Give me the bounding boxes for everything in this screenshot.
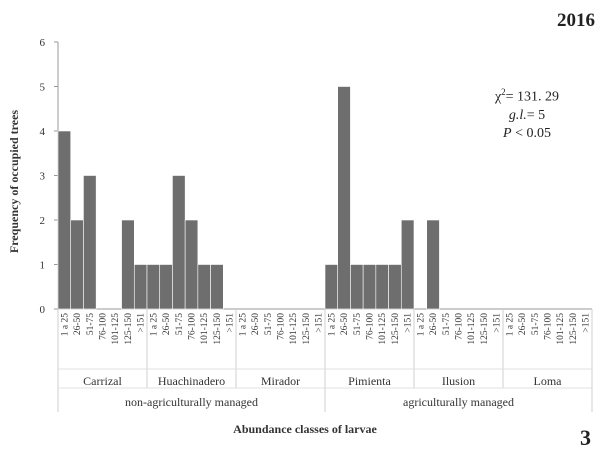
x-class-label: 76-100: [188, 313, 198, 340]
chi-superscript: 2: [501, 87, 506, 97]
x-class-label: 1 a 25: [60, 313, 70, 336]
y-tick-label: 5: [40, 82, 46, 94]
x-class-label: 125-150: [302, 313, 312, 345]
x-class-label: 76-100: [99, 313, 109, 340]
x-class-label: 1 a 25: [505, 313, 515, 336]
x-class-label: 26-50: [73, 313, 83, 335]
site-label: Mirador: [261, 374, 300, 388]
p-label: P: [503, 125, 512, 141]
x-class-label: 26-50: [429, 313, 439, 335]
x-class-label: 51-75: [442, 313, 452, 335]
y-tick-label: 1: [40, 260, 46, 272]
bar-huachinadero-4: [197, 264, 211, 310]
y-tick-label: 2: [40, 215, 46, 227]
x-class-label: 125-150: [569, 313, 579, 345]
x-class-label: 125-150: [391, 313, 401, 345]
x-class-label: 51-75: [531, 313, 541, 335]
bar-huachinadero-5: [210, 264, 224, 310]
x-class-label: 51-75: [264, 313, 274, 335]
x-class-label: 76-100: [366, 313, 376, 340]
year-label: 2016: [557, 10, 595, 31]
x-class-label: >151: [493, 313, 503, 333]
x-class-label: 125-150: [480, 313, 490, 345]
bar-huachinadero-2: [172, 175, 186, 310]
x-class-label: 26-50: [251, 313, 261, 335]
bar-huachinadero-0: [146, 264, 161, 310]
site-label: Loma: [534, 374, 563, 388]
site-label: Carrizal: [83, 374, 122, 388]
chi-symbol: χ: [494, 89, 502, 105]
bar-pimienta-6: [400, 219, 415, 310]
site-label: Pimienta: [348, 374, 391, 388]
y-tick-label: 0: [40, 304, 46, 316]
panel-number: 3: [580, 425, 591, 450]
y-tick-label: 6: [40, 37, 46, 49]
x-class-label: 76-100: [544, 313, 554, 340]
p-value: < 0.05: [511, 125, 551, 141]
x-class-label: >151: [315, 313, 325, 333]
x-class-label: 1 a 25: [327, 313, 337, 336]
bar-huachinadero-1: [159, 264, 173, 310]
gl-line: g.l.= 5: [472, 107, 582, 125]
x-class-label: >151: [137, 313, 147, 333]
bar-carrizal-5: [121, 219, 135, 310]
x-class-label: 51-75: [175, 313, 185, 335]
x-class-label: 26-50: [162, 313, 172, 335]
bar-pimienta-4: [375, 264, 389, 310]
bar-carrizal-6: [133, 264, 148, 310]
x-class-label: >151: [226, 313, 236, 333]
statistics-annotation: χ2= 131. 29 g.l.= 5 P < 0.05: [472, 83, 582, 143]
x-class-label: 101-125: [289, 313, 299, 345]
bar-pimienta-0: [324, 264, 339, 310]
bar-ilusion-1: [426, 219, 440, 310]
bar-pimienta-3: [362, 264, 377, 310]
group-label: non-agriculturally managed: [125, 395, 258, 409]
bar-carrizal-1: [70, 219, 84, 310]
x-class-label: 101-125: [378, 313, 388, 345]
x-class-label: 26-50: [340, 313, 350, 335]
x-class-label: 101-125: [200, 313, 210, 345]
y-tick-label: 4: [40, 126, 46, 138]
x-class-label: 51-75: [86, 313, 96, 335]
y-tick-label: 3: [40, 171, 46, 183]
x-class-label: 1 a 25: [238, 313, 248, 336]
bar-carrizal-0: [57, 130, 72, 310]
bar-carrizal-2: [83, 175, 97, 310]
p-line: P < 0.05: [472, 125, 582, 143]
gl-label: g.l.: [508, 107, 527, 123]
x-class-label: 1 a 25: [416, 313, 426, 336]
bar-huachinadero-3: [184, 219, 199, 310]
x-class-label: 125-150: [213, 313, 223, 345]
chi-square-line: χ2= 131. 29: [472, 83, 582, 107]
bar-pimienta-1: [337, 86, 351, 310]
x-class-label: 125-150: [124, 313, 134, 345]
x-class-label: 76-100: [277, 313, 287, 340]
site-label: Huachinadero: [158, 374, 225, 388]
x-class-label: 101-125: [111, 313, 121, 345]
x-class-label: 101-125: [556, 313, 566, 345]
gl-value: = 5: [526, 107, 546, 123]
site-label: Ilusion: [442, 374, 475, 388]
bar-pimienta-2: [350, 264, 364, 310]
x-class-label: >151: [404, 313, 414, 333]
x-class-label: 1 a 25: [149, 313, 159, 336]
y-axis-title: Frequency of occupied trees: [7, 110, 21, 254]
chi-value: = 131. 29: [505, 89, 560, 105]
x-class-label: 76-100: [455, 313, 465, 340]
x-class-label: 26-50: [518, 313, 528, 335]
x-class-label: >151: [582, 313, 592, 333]
x-axis-title: Abundance classes of larvae: [233, 422, 377, 436]
bar-pimienta-5: [388, 264, 402, 310]
group-label: agriculturally managed: [403, 395, 514, 409]
x-class-label: 101-125: [467, 313, 477, 345]
x-class-label: 51-75: [353, 313, 363, 335]
